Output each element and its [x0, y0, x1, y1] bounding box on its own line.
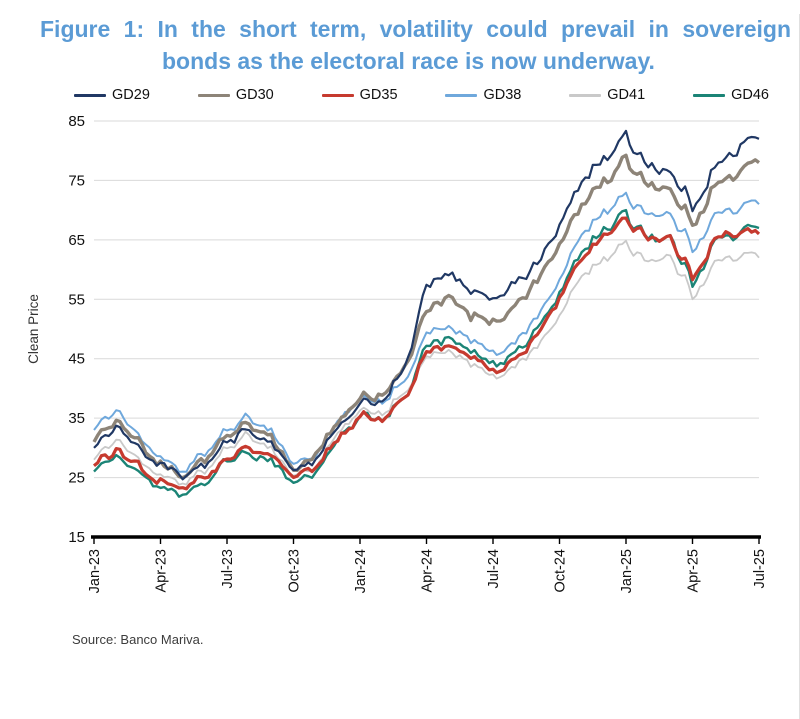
x-tick-label: Apr-23 — [154, 549, 170, 593]
legend-label: GD29 — [112, 87, 150, 104]
legend-label: GD30 — [235, 87, 274, 104]
y-tick-label: 25 — [68, 470, 85, 487]
x-tick-label: Jan-25 — [619, 549, 635, 593]
figure-title: Figure 1: In the short term, volatility … — [40, 16, 791, 74]
y-tick-label: 55 — [68, 292, 85, 309]
chart-area: GD29 GD30 GD35 GD38 GD41 GD46 15 25 35 45 55 65 75 8… — [22, 87, 799, 630]
x-tick-label: Oct-24 — [553, 549, 569, 593]
legend-swatch — [197, 93, 230, 98]
legend-label: GD38 — [483, 87, 522, 104]
y-tick-label: 45 — [68, 351, 85, 368]
source-note: Source: Banco Mariva. — [72, 632, 204, 648]
legend-item-gd46: GD46 — [693, 87, 769, 103]
x-tick-label: Apr-25 — [686, 549, 702, 593]
y-axis-label: Clean Price — [26, 295, 41, 365]
series-line-gd38 — [93, 192, 760, 474]
x-tick-label: Jan-24 — [353, 549, 369, 593]
legend-item-gd38: GD38 — [445, 87, 521, 103]
x-tick-label: Jan-23 — [87, 549, 103, 593]
y-tick-label: 75 — [68, 173, 85, 190]
legend-label: GD46 — [731, 87, 769, 104]
chart-svg: 15 25 35 45 55 65 75 85 Clean Price Jan-23 Apr-23 J… — [26, 113, 768, 593]
legend-swatch — [74, 94, 106, 97]
x-tick-label: Jul-23 — [220, 549, 236, 589]
y-tick-label: 15 — [68, 529, 85, 546]
legend-item-gd30: GD30 — [197, 87, 274, 104]
series-line-gd35 — [92, 216, 761, 491]
y-tick-label: 65 — [68, 232, 85, 249]
legend-item-gd35: GD35 — [321, 87, 398, 104]
legend-item-gd41: GD41 — [569, 87, 645, 103]
x-tick-label: Jul-24 — [486, 549, 502, 589]
series-line-gd30 — [92, 154, 761, 480]
legend: GD29 GD30 GD35 GD38 GD41 GD46 — [74, 87, 769, 103]
legend-swatch — [569, 94, 602, 97]
x-tick-label: Apr-24 — [420, 549, 436, 593]
legend-label: GD41 — [607, 87, 646, 104]
legend-item-gd29: GD29 — [74, 87, 150, 103]
series-line-gd29 — [93, 130, 760, 481]
legend-swatch — [321, 93, 354, 98]
y-tick-label: 35 — [68, 411, 85, 428]
legend-swatch — [693, 94, 726, 97]
y-tick-label: 85 — [68, 113, 85, 130]
legend-swatch — [445, 94, 478, 97]
x-tick-label: Jul-25 — [752, 549, 768, 589]
legend-label: GD35 — [359, 87, 398, 104]
series-line-gd41 — [93, 240, 760, 487]
x-tick-label: Oct-23 — [287, 549, 303, 593]
